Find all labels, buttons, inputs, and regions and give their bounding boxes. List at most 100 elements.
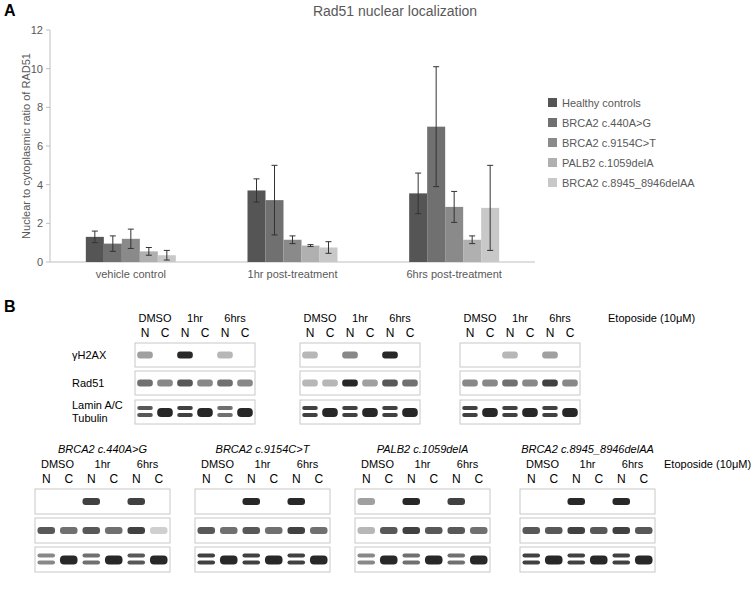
blot-strip	[520, 518, 655, 543]
band-doublet	[402, 554, 420, 565]
error-cap	[272, 234, 278, 235]
blot-strip	[520, 489, 655, 514]
band-upper	[287, 554, 305, 558]
fraction-label: N	[42, 472, 51, 486]
band	[287, 527, 305, 534]
fraction-label: N	[572, 472, 581, 486]
condition-label: 6hrs	[457, 458, 479, 470]
error-cap	[469, 243, 475, 244]
band	[590, 556, 608, 565]
fraction-label: N	[141, 326, 150, 340]
y-tick	[46, 223, 50, 224]
band-doublet	[357, 554, 375, 565]
condition-label: DMSO	[304, 312, 337, 324]
fraction-label: N	[202, 472, 211, 486]
fraction-label: N	[181, 326, 190, 340]
band	[382, 380, 398, 387]
legend-label: BRCA2 c.440A>G	[562, 117, 651, 129]
error-bar	[272, 165, 278, 235]
band-doublet	[302, 406, 318, 417]
band-upper	[177, 406, 193, 410]
blot-title: PALB2 c.1059delA	[377, 443, 469, 455]
error-cap	[128, 248, 134, 249]
band-doublet	[612, 554, 630, 565]
band	[265, 527, 283, 534]
band	[542, 352, 558, 359]
fraction-label: C	[486, 326, 495, 340]
band-doublet	[37, 554, 55, 565]
bar	[302, 246, 320, 262]
blot-strip	[300, 371, 420, 395]
error-cap	[433, 186, 439, 187]
x-tick-label: 1hr post-treatment	[248, 268, 338, 280]
band	[60, 556, 78, 565]
band	[265, 498, 283, 505]
error-cap	[290, 235, 296, 236]
row-label: Lamin A/C	[72, 399, 123, 411]
band	[522, 408, 538, 417]
chart-title: Rad51 nuclear localization	[313, 3, 477, 19]
band	[635, 498, 653, 505]
blot-strip	[300, 400, 420, 424]
band-upper	[612, 554, 630, 558]
condition-label: 1hr	[255, 458, 271, 470]
error-cap	[469, 235, 475, 236]
blot-strip	[135, 400, 255, 424]
band-lower	[542, 413, 558, 417]
band	[310, 556, 328, 565]
condition-label: 6hrs	[297, 458, 319, 470]
error-cap	[451, 222, 457, 223]
band-lower	[462, 413, 478, 417]
band-lower	[137, 413, 153, 417]
fraction-label: C	[639, 472, 648, 486]
band-doublet	[197, 554, 215, 565]
condition-label: 6hrs	[389, 312, 411, 324]
error-bar	[415, 173, 421, 214]
error-bar	[290, 236, 296, 244]
band-doublet	[217, 406, 233, 417]
band	[237, 352, 253, 359]
band-lower	[402, 561, 420, 565]
band	[545, 556, 563, 565]
legend-label: BRCA2 c.9154C>T	[562, 137, 656, 149]
band-doublet	[127, 554, 145, 565]
band-doublet	[502, 406, 518, 417]
band-upper	[462, 406, 478, 410]
band	[590, 498, 608, 505]
band-lower	[302, 413, 318, 417]
blot-strip	[135, 371, 255, 395]
band-doublet	[242, 554, 260, 565]
error-cap	[326, 253, 332, 254]
y-tick	[46, 68, 50, 69]
band	[470, 498, 488, 505]
band	[590, 527, 608, 534]
blot: BRCA2 c.8945_8946delAADMSONC1hrNC6hrsNC	[520, 443, 655, 572]
band	[425, 498, 443, 505]
blot: DMSONC1hrNC6hrsNC	[135, 312, 255, 424]
band	[150, 556, 168, 565]
band	[37, 527, 55, 534]
band	[310, 498, 328, 505]
band-lower	[382, 413, 398, 417]
band	[342, 380, 358, 387]
band	[482, 352, 498, 359]
legend-swatch	[548, 178, 557, 187]
fraction-label: C	[474, 472, 483, 486]
condition-label: DMSO	[361, 458, 394, 470]
blot-strip	[460, 343, 580, 367]
legend-swatch	[548, 138, 557, 147]
fraction-label: C	[64, 472, 73, 486]
band	[342, 352, 358, 359]
band-lower	[612, 561, 630, 565]
row-label: Rad51	[72, 377, 104, 389]
band	[217, 380, 233, 387]
blot: BRCA2 c.9154C>TDMSONC1hrNC6hrsNC	[195, 443, 330, 572]
band	[522, 527, 540, 534]
band	[402, 352, 418, 359]
band-lower	[522, 561, 540, 565]
error-bar	[128, 229, 134, 248]
band-upper	[217, 406, 233, 410]
fraction-label: C	[109, 472, 118, 486]
band	[287, 498, 305, 505]
band	[127, 527, 145, 534]
